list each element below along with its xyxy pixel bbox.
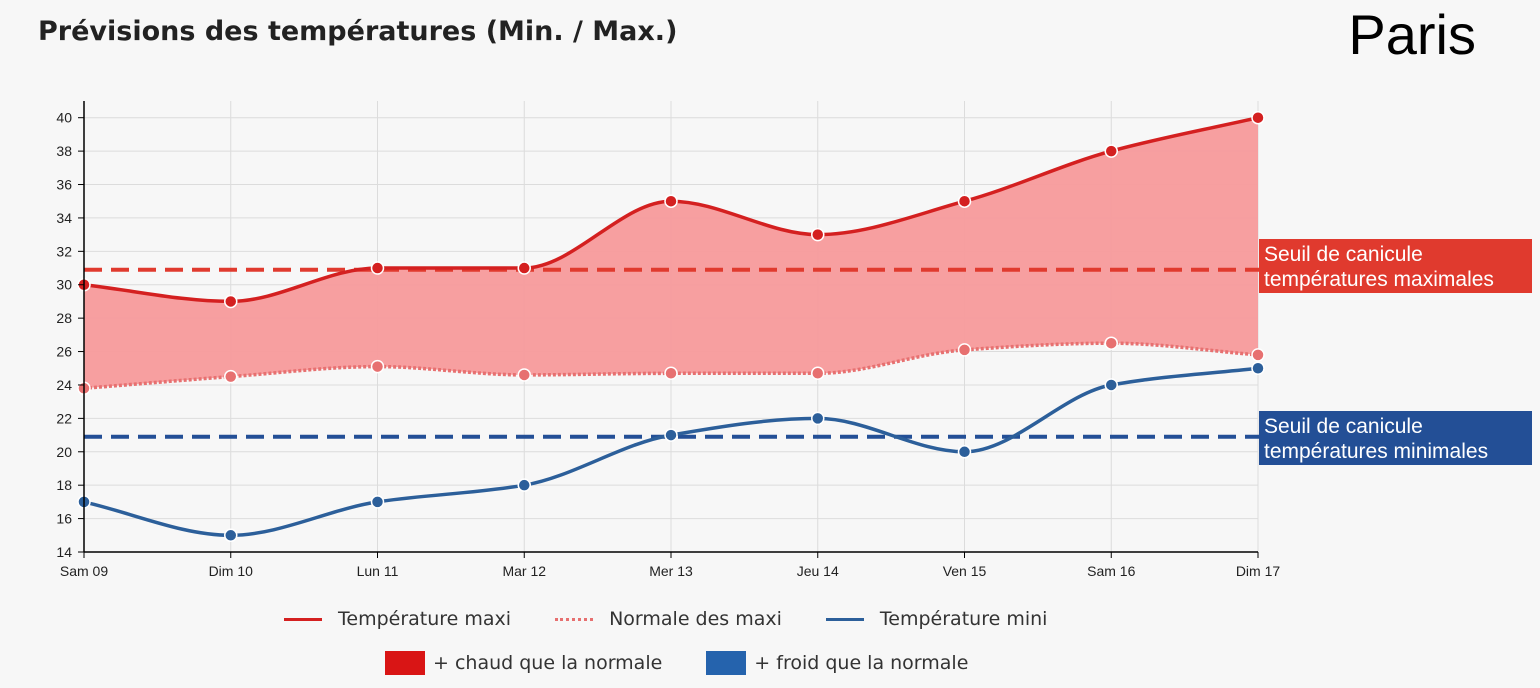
normal-max-point — [664, 366, 678, 381]
min-temp-point — [1251, 361, 1265, 376]
series-points — [77, 110, 1265, 543]
legend-min-line-icon — [825, 617, 864, 621]
threshold-min-label-bg — [1259, 411, 1532, 465]
threshold-max-label-bg — [1259, 239, 1532, 293]
x-tick-label: Dim 17 — [1236, 563, 1281, 579]
x-tick-label: Ven 15 — [943, 563, 987, 579]
legend-warm-swatch-icon — [385, 651, 425, 675]
thresholds — [84, 267, 1262, 439]
city-label: Paris — [1348, 3, 1476, 66]
axes: 14 16 18 20 22 24 26 28 30 32 34 36 38 40 Sam 09 Dim 10… — [56, 101, 1280, 579]
legend-item-cold[interactable]: + froid que la normale — [706, 651, 968, 675]
y-tick-label: 38 — [56, 143, 72, 159]
x-tick-label: Lun 11 — [357, 563, 399, 579]
legend-max-line-icon — [284, 617, 322, 621]
normal-max-point — [517, 368, 531, 382]
max-temp-point — [370, 261, 385, 275]
legend-normal-dotted-line-icon — [555, 617, 594, 621]
max-temp-point — [1251, 110, 1265, 125]
temperature-chart: 14 16 18 20 22 24 26 28 30 32 34 36 38 40 Sam 09 Dim 10… — [56, 101, 1532, 579]
y-tick-label: 36 — [56, 177, 72, 193]
x-tick-label: Sam 16 — [1087, 563, 1135, 579]
min-temp-point — [957, 445, 972, 459]
x-tick-label: Jeu 14 — [797, 563, 839, 579]
min-temp-point — [811, 411, 825, 426]
legend-label-min: Température mini — [879, 608, 1048, 630]
legend-row-areas: + chaud que la normale + froid que la no… — [385, 651, 1012, 675]
max-temp-point — [224, 294, 238, 309]
y-tick-label: 34 — [56, 210, 72, 226]
legend-item-max[interactable]: Température maxi — [284, 608, 511, 630]
normal-max-line — [83, 341, 1259, 391]
x-tick-label: Dim 10 — [209, 563, 254, 579]
threshold-max-label-line2: températures maximales — [1264, 268, 1494, 291]
x-tick-label: Mer 13 — [649, 563, 693, 579]
legend-cold-swatch-icon — [706, 651, 747, 675]
x-tick-label: Mar 12 — [502, 563, 546, 579]
y-tick-label: 30 — [56, 277, 72, 293]
min-temp-point — [517, 478, 531, 492]
max-temp-point — [811, 227, 825, 242]
normal-max-point — [1104, 336, 1118, 350]
normal-max-point — [370, 359, 385, 374]
y-tick-label: 24 — [56, 377, 72, 393]
normal-max-point — [1251, 348, 1265, 362]
y-tick-label: 28 — [56, 310, 72, 326]
legend-label-normal: Normale des maxi — [609, 608, 782, 630]
x-tick-label: Sam 09 — [60, 563, 108, 579]
warm-area — [84, 117, 1258, 389]
warm-area-fill — [84, 117, 1258, 389]
threshold-max-label-line1: Seuil de canicule — [1264, 243, 1423, 266]
y-tick-label: 20 — [56, 444, 72, 460]
y-tick-label: 14 — [56, 544, 72, 560]
min-temp-point — [224, 528, 238, 543]
threshold-min-label-line2: températures minimales — [1264, 440, 1488, 463]
max-temp-point — [1104, 144, 1118, 158]
legend-label-warm: + chaud que la normale — [433, 652, 663, 674]
chart-title: Prévisions des températures (Min. / Max.… — [38, 16, 678, 47]
normal-max-point — [224, 369, 238, 384]
y-tick-label: 16 — [56, 511, 72, 527]
normal-max-point — [957, 343, 972, 357]
max-temp-point — [517, 261, 531, 275]
legend-label-cold: + froid que la normale — [754, 652, 969, 674]
max-temp-point — [957, 194, 972, 208]
threshold-min-label-line1: Seuil de canicule — [1264, 415, 1423, 438]
legend-label-max: Température maxi — [338, 608, 512, 630]
legend-item-normal[interactable]: Normale des maxi — [555, 608, 782, 630]
legend-row-lines: Température maxi Normale des maxi Tempér… — [284, 608, 1091, 630]
max-temp-point — [664, 194, 678, 208]
legend-item-warm[interactable]: + chaud que la normale — [385, 651, 662, 675]
y-tick-label: 18 — [56, 477, 72, 493]
legend-item-min[interactable]: Température mini — [825, 608, 1048, 630]
normal-max-point — [811, 366, 825, 381]
min-temp-point — [370, 495, 385, 509]
y-tick-label: 40 — [56, 110, 72, 126]
min-temp-point — [664, 428, 678, 442]
y-tick-label: 22 — [56, 410, 72, 426]
min-temp-point — [1104, 378, 1118, 392]
y-tick-label: 32 — [56, 243, 72, 259]
y-tick-label: 26 — [56, 344, 72, 360]
